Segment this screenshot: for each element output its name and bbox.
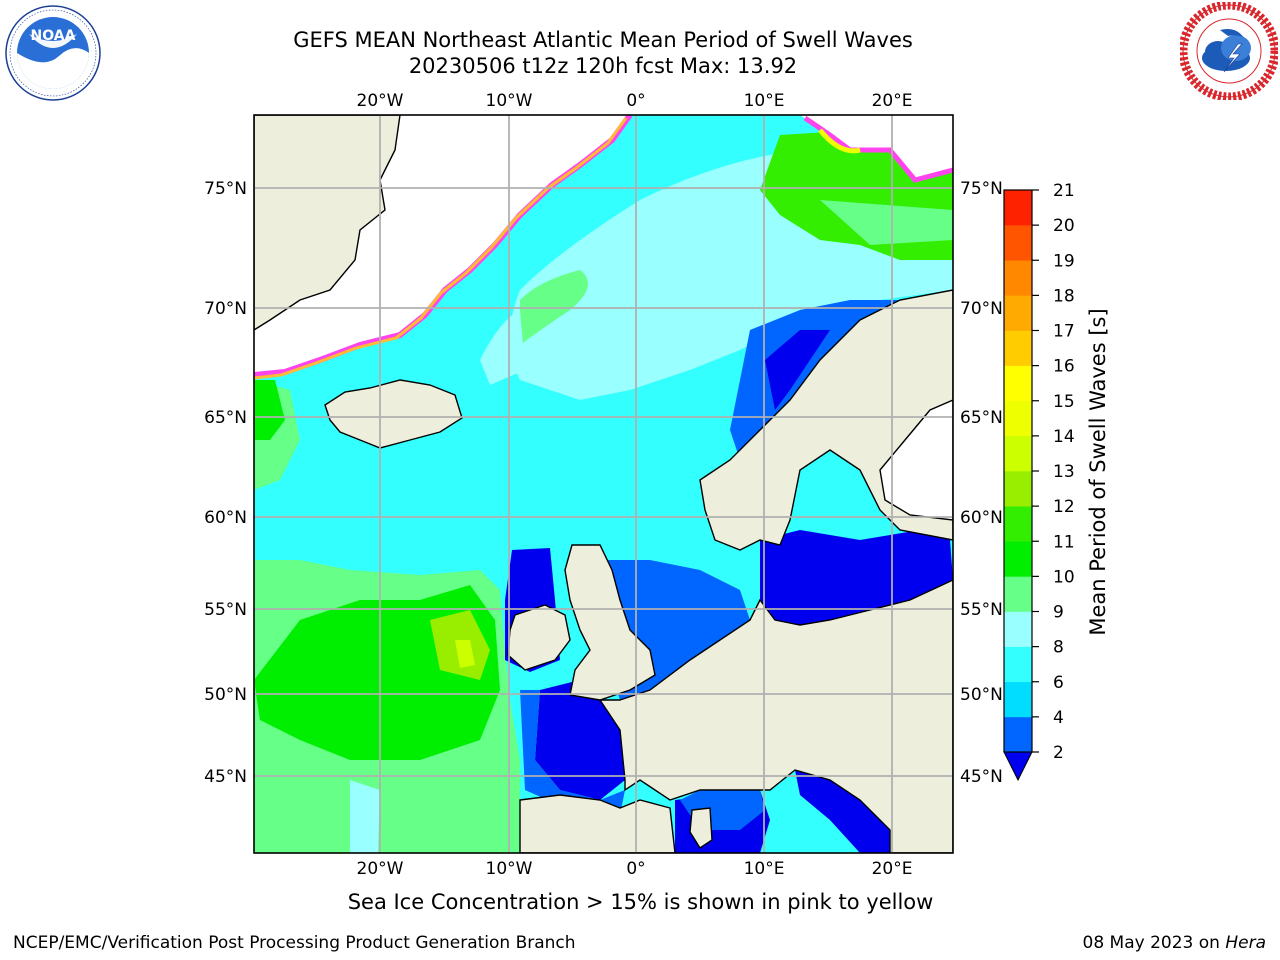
colorbar-tick-label: 16 (1053, 357, 1075, 377)
colorbar-segment (1004, 541, 1032, 577)
footer-date-text: 08 May 2023 on (1082, 933, 1226, 953)
nws-logo (1180, 2, 1278, 100)
lat-tick-right: 65°N (960, 408, 1003, 428)
norway-coast-blue (730, 300, 900, 460)
lat-tick-left: 75°N (204, 179, 247, 199)
sea-ice-note: Sea Ice Concentration > 15% is shown in … (347, 890, 934, 914)
colorbar-tick-label: 10 (1053, 567, 1075, 587)
lon-tick-bottom: 10°E (744, 859, 785, 879)
colorbar-tick-label: 14 (1053, 427, 1075, 447)
colorbar-segment (1004, 716, 1032, 753)
colorbar-tick-label: 12 (1053, 497, 1075, 517)
lon-tick-top: 20°E (872, 91, 913, 111)
footer-credit: NCEP/EMC/Verification Post Processing Pr… (13, 933, 576, 953)
colorbar-tick-label: 18 (1053, 286, 1075, 306)
colorbar-tick-label: 4 (1053, 708, 1064, 728)
colorbar-title: Mean Period of Swell Waves [s] (1086, 308, 1110, 635)
iceland (324, 379, 463, 449)
colorbar-segment (1004, 506, 1032, 542)
lon-tick-bottom: 20°E (872, 859, 913, 879)
greenland (254, 115, 401, 331)
footer-host: Hera (1225, 933, 1266, 953)
colorbar-tick-label: 13 (1053, 462, 1075, 482)
colorbar-tick-label: 2 (1053, 743, 1064, 763)
colorbar-tick-label: 20 (1053, 216, 1075, 236)
colorbar-segment (1004, 611, 1032, 647)
colorbar-segment (1004, 681, 1032, 718)
biscay-blue (535, 680, 625, 800)
colorbar-tick-label: 9 (1053, 603, 1064, 623)
lat-tick-right: 70°N (960, 299, 1003, 319)
noaa-logo-text: NOAA (31, 28, 76, 44)
iberia (519, 794, 676, 853)
lat-tick-left: 55°N (204, 600, 247, 620)
colorbar-segment (1004, 225, 1032, 261)
colorbar-segment (1004, 190, 1032, 226)
colorbar-segment (1004, 646, 1032, 683)
colorbar-tick-label: 19 (1053, 251, 1075, 271)
lat-tick-left: 65°N (204, 408, 247, 428)
lat-tick-right: 55°N (960, 600, 1003, 620)
lat-tick-left: 70°N (204, 299, 247, 319)
colorbar-tick-label: 6 (1053, 673, 1064, 693)
lon-tick-top: 20°W (357, 91, 404, 111)
colorbar-tick-label: 21 (1053, 181, 1075, 201)
map-plot-area (254, 115, 953, 853)
lon-tick-top: 10°E (744, 91, 785, 111)
colorbar-segment (1004, 435, 1032, 472)
chart-title-line1: GEFS MEAN Northeast Atlantic Mean Period… (293, 28, 913, 52)
colorbar-tick-label: 17 (1053, 322, 1075, 342)
land (254, 115, 953, 853)
lat-tick-right: 50°N (960, 685, 1003, 705)
colorbar-extend-arrow (1003, 751, 1033, 782)
lat-tick-left: 45°N (204, 767, 247, 787)
colorbar-segment (1004, 365, 1032, 402)
colorbar-segment (1004, 576, 1032, 612)
lon-tick-top: 0° (626, 91, 645, 111)
colorbar-segment (1004, 330, 1032, 366)
lat-tick-right: 60°N (960, 508, 1003, 528)
lon-tick-bottom: 0° (626, 859, 645, 879)
colorbar-tick-label: 11 (1053, 532, 1075, 552)
colorbar-tick-label: 8 (1053, 638, 1064, 658)
graticule (254, 115, 953, 853)
lon-tick-top: 10°W (486, 91, 533, 111)
colorbar-segment (1004, 295, 1032, 331)
continental-europe (598, 579, 953, 853)
great-britain (564, 544, 656, 701)
footer-date: 08 May 2023 on Hera (1083, 933, 1267, 953)
colorbar: 2 4 6 8 9 10 11 12 13 14 15 16 17 18 19 20 21 (1003, 181, 1075, 782)
noaa-logo: NOAA (5, 5, 101, 101)
lon-tick-bottom: 10°W (486, 859, 533, 879)
colorbar-segment (1004, 260, 1032, 296)
lat-tick-left: 50°N (204, 685, 247, 705)
lon-tick-bottom: 20°W (357, 859, 404, 879)
lat-tick-right: 75°N (960, 179, 1003, 199)
chart-title-line2: 20230506 t12z 120h fcst Max: 13.92 (408, 54, 798, 78)
colorbar-tick-label: 15 (1053, 392, 1075, 412)
lat-tick-right: 45°N (960, 767, 1003, 787)
colorbar-segment (1004, 471, 1032, 507)
colorbar-segment (1004, 400, 1032, 437)
lat-tick-left: 60°N (204, 508, 247, 528)
map-frame (253, 114, 954, 854)
